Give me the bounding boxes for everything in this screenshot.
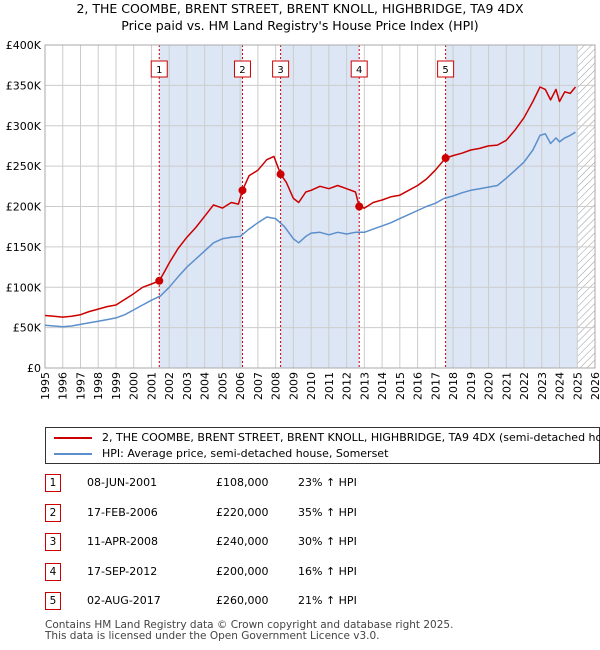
sale-badge-label-5: 5 (442, 65, 448, 76)
transaction-num: 2 (45, 503, 61, 522)
x-tick-label-2002: 2002 (163, 372, 176, 400)
chart-title: 2, THE COOMBE, BRENT STREET, BRENT KNOLL… (0, 0, 600, 34)
transaction-price: £260,000 (216, 594, 269, 607)
footer: Contains HM Land Registry data © Crown c… (45, 620, 453, 642)
x-tick-label-2026: 2026 (589, 372, 600, 400)
x-tick-label-1995: 1995 (39, 372, 52, 400)
sale-badge-label-4: 4 (356, 65, 362, 76)
sale-point-4 (355, 202, 364, 211)
x-tick-label-2001: 2001 (145, 372, 158, 400)
footer-line-1: Contains HM Land Registry data © Crown c… (45, 619, 454, 631)
series-line-property (44, 86, 577, 318)
legend: 2, THE COOMBE, BRENT STREET, BRENT KNOLL… (45, 427, 600, 464)
transaction-hpi: 35% ↑ HPI (298, 505, 357, 519)
transaction-row-3: 3 11-APR-2008 £240,000 30% ↑ HPI (45, 533, 445, 551)
transaction-num: 3 (45, 533, 61, 551)
x-tick-label-2011: 2011 (323, 372, 336, 400)
transaction-num: 1 (45, 474, 61, 492)
x-tick-label-2025: 2025 (571, 372, 584, 400)
transaction-date: 17-SEP-2012 (87, 564, 158, 578)
y-tick-label-4: £200K (6, 201, 42, 214)
transaction-row-1: 1 08-JUN-2001 £108,000 23% ↑ HPI (45, 474, 445, 492)
sale-badge-2 (233, 60, 251, 78)
transaction-num: 5 (45, 592, 61, 610)
sale-badge-3 (272, 60, 290, 78)
x-tick-label-2005: 2005 (216, 372, 229, 400)
sale-badge-label-1: 1 (156, 65, 162, 76)
x-tick-label-2007: 2007 (252, 372, 265, 400)
x-tick-label-2003: 2003 (181, 372, 194, 400)
sale-badge-label-2: 2 (239, 65, 245, 76)
x-tick-label-2010: 2010 (305, 372, 318, 400)
transaction-date: 02-AUG-2017 (87, 594, 161, 607)
sale-point-2 (238, 186, 247, 195)
sale-badge-5 (437, 60, 455, 78)
transaction-date: 08-JUN-2001 (87, 476, 158, 489)
y-tick-label-5: £250K (6, 160, 42, 173)
transaction-price: £108,000 (216, 476, 269, 489)
legend-label-property: 2, THE COOMBE, BRENT STREET, BRENT KNOLL… (102, 431, 600, 444)
x-tick-label-2022: 2022 (518, 372, 531, 400)
x-tick-label-2009: 2009 (287, 372, 300, 400)
x-tick-label-1998: 1998 (92, 372, 105, 400)
y-tick-label-0: £0 (27, 362, 41, 375)
sale-badge-4 (350, 60, 368, 78)
y-tick-label-8: £400K (6, 39, 42, 52)
y-tick-label-1: £50K (13, 322, 42, 335)
transaction-row-2: 2 17-FEB-2006 £220,000 35% ↑ HPI (45, 503, 445, 522)
transaction-hpi: 16% ↑ HPI (298, 564, 357, 578)
transaction-price: £220,000 (216, 505, 269, 519)
transaction-price: £200,000 (216, 564, 269, 578)
plot-border (44, 44, 596, 369)
series-line-hpi (44, 131, 576, 328)
x-tick-label-2021: 2021 (500, 372, 513, 400)
x-tick-label-2013: 2013 (358, 372, 371, 400)
y-tick-label-3: £150K (6, 241, 42, 254)
transaction-price: £240,000 (216, 535, 269, 548)
y-tick-label-6: £300K (6, 120, 42, 133)
legend-item-hpi: HPI: Average price, semi-detached house,… (54, 446, 388, 462)
transaction-num: 4 (45, 562, 61, 581)
x-tick-label-2004: 2004 (199, 372, 212, 400)
title-line-1: 2, THE COOMBE, BRENT STREET, BRENT KNOLL… (76, 1, 524, 16)
transaction-date: 11-APR-2008 (87, 535, 159, 548)
transaction-date: 17-FEB-2006 (87, 505, 158, 519)
sale-point-3 (276, 170, 285, 179)
sale-point-5 (441, 154, 450, 163)
x-tick-label-2016: 2016 (412, 372, 425, 400)
price-chart: 1 2 3 4 5 £0 £50K £100K £150K £200K £250K £300K £350… (6, 39, 600, 400)
x-tick-label-2000: 2000 (128, 372, 141, 400)
transaction-hpi: 23% ↑ HPI (298, 476, 357, 489)
x-tick-label-2017: 2017 (429, 372, 442, 400)
y-tick-label-7: £350K (6, 79, 42, 92)
transaction-row-4: 4 17-SEP-2012 £200,000 16% ↑ HPI (45, 562, 445, 581)
y-tick-label-2: £100K (6, 281, 42, 294)
x-tick-label-1997: 1997 (74, 372, 87, 400)
x-tick-label-1996: 1996 (57, 372, 70, 400)
legend-item-property: 2, THE COOMBE, BRENT STREET, BRENT KNOLL… (54, 430, 600, 446)
transaction-hpi: 21% ↑ HPI (298, 594, 357, 607)
sale-badge-label-3: 3 (277, 65, 283, 76)
x-tick-label-2024: 2024 (554, 372, 567, 400)
legend-label-hpi: HPI: Average price, semi-detached house,… (102, 447, 389, 460)
x-tick-label-2014: 2014 (376, 372, 389, 400)
transaction-row-5: 5 02-AUG-2017 £260,000 21% ↑ HPI (45, 592, 445, 610)
x-tick-label-2019: 2019 (465, 372, 478, 400)
x-tick-label-2023: 2023 (536, 372, 549, 400)
title-line-2: Price paid vs. HM Land Registry's House … (121, 18, 479, 33)
legend-swatch-property (54, 437, 92, 439)
sale-badge-1 (150, 60, 168, 78)
x-tick-label-2012: 2012 (341, 372, 354, 400)
sale-point-1 (155, 276, 164, 285)
legend-swatch-hpi (54, 453, 92, 455)
x-tick-label-2018: 2018 (447, 372, 460, 400)
x-tick-label-2015: 2015 (394, 372, 407, 400)
footer-line-2: This data is licensed under the Open Gov… (45, 630, 380, 642)
transaction-hpi: 30% ↑ HPI (298, 535, 357, 548)
x-tick-label-2020: 2020 (483, 372, 496, 400)
x-tick-label-2006: 2006 (234, 372, 247, 400)
x-tick-label-2008: 2008 (270, 372, 283, 400)
x-tick-label-1999: 1999 (110, 372, 123, 400)
